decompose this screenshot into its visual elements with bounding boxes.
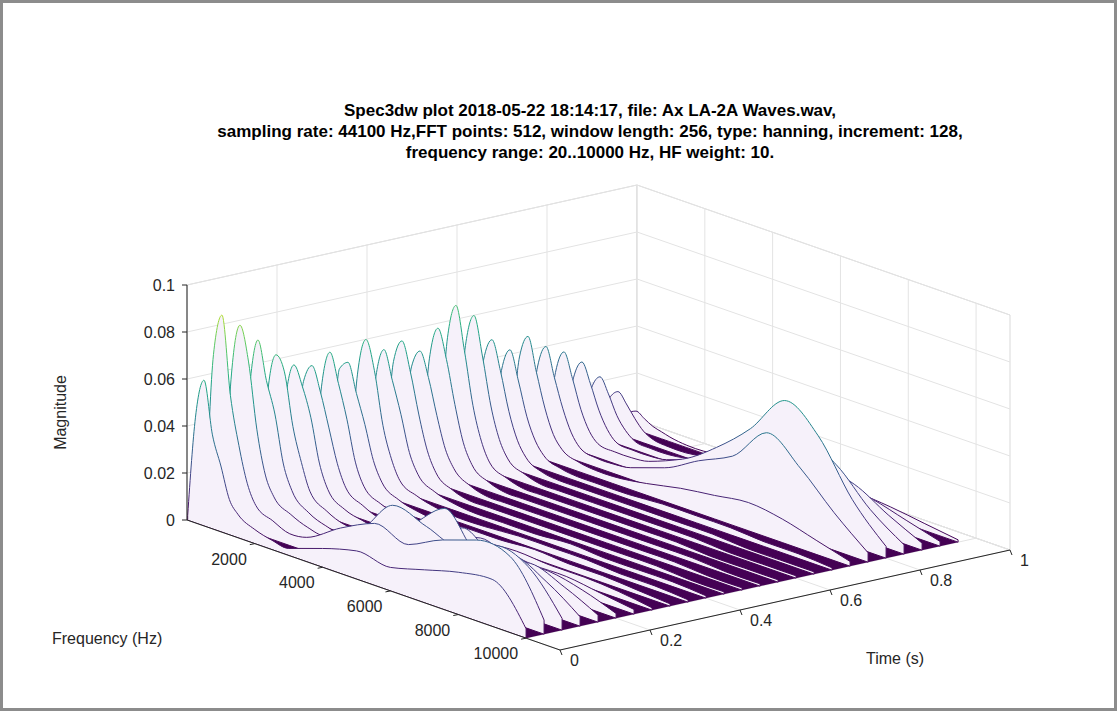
z-tick-label: 0	[166, 512, 175, 529]
y-tick-label: 1	[1020, 552, 1029, 569]
data	[188, 305, 958, 638]
z-tick	[182, 473, 187, 474]
x-tick	[453, 615, 458, 616]
z-tick-label: 0.1	[153, 277, 175, 294]
y-tick	[560, 650, 562, 655]
y-tick-label: 0.8	[930, 572, 952, 589]
x-tick-label: 2000	[211, 551, 247, 568]
z-tick	[182, 332, 187, 333]
z-axis-line	[187, 285, 188, 520]
x-axis-title: Frequency (Hz)	[52, 630, 162, 647]
y-tick	[830, 590, 832, 595]
z-tick-label: 0.02	[144, 465, 175, 482]
y-tick	[1010, 550, 1012, 555]
grid-line-z	[187, 185, 1010, 315]
z-tick	[182, 520, 187, 521]
y-tick-label: 0	[570, 652, 579, 669]
x-tick-label: 8000	[415, 622, 451, 639]
y-tick	[740, 610, 742, 615]
z-tick-label: 0.04	[144, 418, 175, 435]
spectrum-slice	[188, 380, 526, 638]
x-tick-label: 4000	[279, 574, 315, 591]
x-tick	[521, 638, 526, 639]
y-tick-label: 0.2	[660, 632, 682, 649]
z-tick	[182, 426, 187, 427]
x-tick	[250, 544, 255, 545]
frame	[2, 2, 1116, 710]
tick-labels: 0 0.02 0.04 0.06 0.08 0.1 2000 4000 6000 8000 1000…	[144, 277, 1029, 669]
x-tick	[318, 567, 323, 568]
z-tick	[182, 379, 187, 380]
walls	[187, 185, 1010, 650]
y-tick-label: 0.4	[750, 612, 772, 629]
z-tick	[182, 285, 187, 286]
grid	[187, 185, 1010, 650]
z-axis-title: Magnitude	[52, 375, 69, 450]
x-tick-label: 10000	[474, 645, 519, 662]
grid-line-z	[187, 232, 1010, 362]
x-axis-line	[187, 520, 560, 650]
title-line: sampling rate: 44100 Hz,FFT points: 512,…	[217, 122, 962, 141]
x-tick	[385, 591, 390, 592]
z-tick-label: 0.08	[144, 324, 175, 341]
spectrum-slice	[512, 336, 850, 566]
y-axis-line	[560, 550, 1010, 650]
y-axis-title: Time (s)	[866, 650, 924, 667]
z-tick-label: 0.06	[144, 371, 175, 388]
y-tick	[920, 570, 922, 575]
title-line: Spec3dw plot 2018-05-22 18:14:17, file: …	[344, 101, 836, 120]
y-tick	[650, 630, 652, 635]
axes	[182, 285, 1012, 655]
title: Spec3dw plot 2018-05-22 18:14:17, file: …	[217, 101, 962, 162]
y-tick-label: 0.6	[840, 592, 862, 609]
chart: 0 0.02 0.04 0.06 0.08 0.1 2000 4000 6000 8000 1000…	[0, 0, 1117, 711]
title-line: frequency range: 20..10000 Hz, HF weight…	[406, 143, 774, 162]
x-tick-label: 6000	[347, 598, 383, 615]
